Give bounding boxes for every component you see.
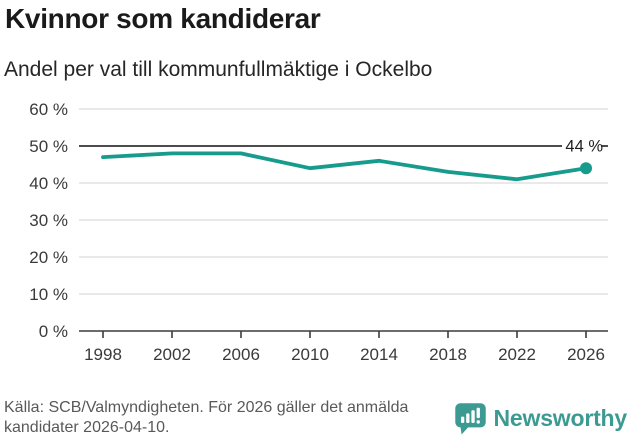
end-dot bbox=[580, 162, 592, 175]
data-line bbox=[101, 151, 588, 182]
newsworthy-chart-bubble-icon bbox=[454, 403, 486, 435]
line-chart: 0 % 10 % 20 % 30 % 40 % 50 % 60 % 1998 2002 2006… bbox=[29, 100, 608, 364]
x-tick-label: 2018 bbox=[429, 345, 467, 364]
x-tick-label: 2014 bbox=[360, 345, 398, 364]
y-tick-label: 30 % bbox=[29, 211, 68, 230]
y-tick-label: 60 % bbox=[29, 100, 68, 119]
x-tick-label: 1998 bbox=[84, 345, 122, 364]
x-axis: 1998 2002 2006 2010 2014 2018 2022 2026 bbox=[84, 331, 605, 364]
x-tick-label: 2002 bbox=[153, 345, 191, 364]
newsworthy-wordmark: Newsworthy bbox=[493, 405, 628, 431]
chart-subtitle: Andel per val till kommunfullmäktige i O… bbox=[4, 58, 433, 81]
y-axis-labels: 0 % 10 % 20 % 30 % 40 % 50 % 60 % bbox=[29, 100, 68, 341]
x-tick-label: 2006 bbox=[222, 345, 260, 364]
newsworthy-logo: Newsworthy bbox=[454, 402, 627, 435]
y-tick-label: 40 % bbox=[29, 174, 68, 193]
chart-title: Kvinnor som kandiderar bbox=[5, 3, 321, 34]
end-annotation: 44 % bbox=[565, 138, 603, 156]
y-tick-label: 50 % bbox=[29, 137, 68, 156]
x-tick-label: 2026 bbox=[567, 345, 605, 364]
end-value-label: 44 % bbox=[565, 138, 603, 156]
y-tick-label: 20 % bbox=[29, 248, 68, 267]
source-note: Källa: SCB/Valmyndigheten. För 2026 gäll… bbox=[4, 399, 409, 436]
y-tick-label: 0 % bbox=[39, 322, 68, 341]
y-tick-label: 10 % bbox=[29, 285, 68, 304]
x-tick-label: 2022 bbox=[498, 345, 536, 364]
data-series bbox=[101, 151, 592, 182]
y-gridlines bbox=[79, 108, 608, 332]
x-tick-label: 2010 bbox=[291, 345, 329, 364]
